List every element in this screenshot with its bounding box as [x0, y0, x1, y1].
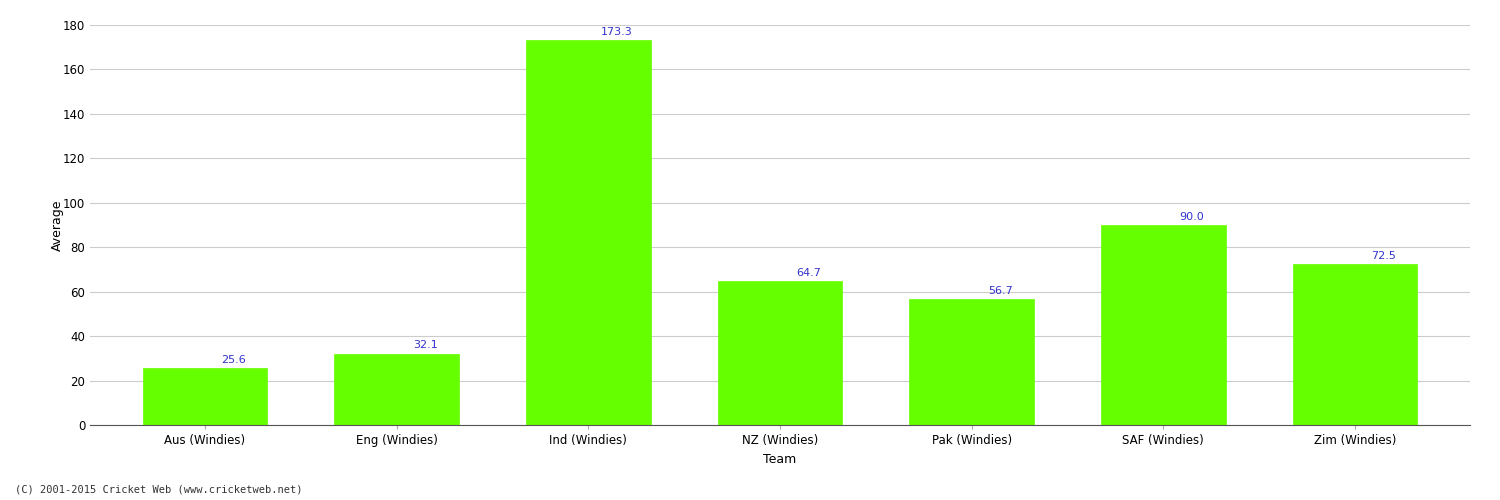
Bar [717, 281, 843, 425]
Text: (C) 2001-2015 Cricket Web (www.cricketweb.net): (C) 2001-2015 Cricket Web (www.cricketwe… [15, 485, 303, 495]
Bar [142, 368, 267, 425]
Text: 72.5: 72.5 [1371, 250, 1396, 260]
Bar [526, 40, 651, 425]
Bar [334, 354, 459, 425]
Text: 32.1: 32.1 [413, 340, 438, 350]
Bar [909, 299, 1034, 425]
Text: 173.3: 173.3 [602, 26, 633, 36]
Text: 90.0: 90.0 [1179, 212, 1204, 222]
Text: 25.6: 25.6 [222, 355, 246, 365]
Y-axis label: Average: Average [51, 199, 63, 251]
Text: 64.7: 64.7 [796, 268, 820, 278]
Bar [1293, 264, 1418, 425]
Bar [1101, 225, 1226, 425]
X-axis label: Team: Team [764, 452, 796, 466]
Text: 56.7: 56.7 [988, 286, 1012, 296]
